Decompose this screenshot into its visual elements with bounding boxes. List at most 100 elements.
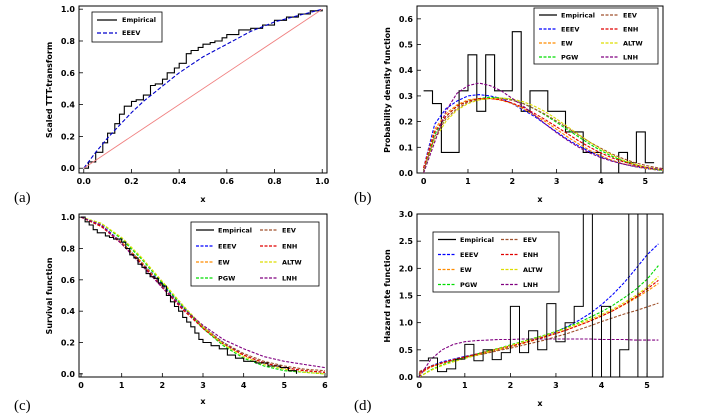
y-tick-label: 0.0 — [61, 370, 76, 379]
x-tick-label: 0.0 — [77, 177, 92, 186]
x-tick-label: 4 — [599, 381, 605, 390]
x-tick-label: 5 — [644, 381, 650, 390]
legend-label-pgw: PGW — [561, 54, 578, 62]
x-tick-label: 0.2 — [124, 177, 138, 186]
y-tick-label: 0.2 — [61, 132, 75, 141]
y-tick-label: 3.0 — [399, 210, 414, 219]
panel-d-plot — [418, 214, 659, 377]
legend-label-ew: EW — [218, 259, 230, 267]
legend-label-enh: ENH — [623, 26, 638, 34]
legend-label-eeev: EEEV — [561, 26, 579, 34]
x-tick-label: 3 — [200, 381, 206, 390]
panel-b-letter: (b) — [354, 190, 372, 206]
y-tick-label: 2.5 — [399, 237, 414, 246]
series-line-lnh — [80, 216, 326, 369]
y-tick-label: 0.2 — [61, 339, 75, 348]
panel-a-letter: (a) — [14, 190, 31, 206]
series-line-empirical — [419, 214, 648, 377]
x-tick-label: 0.8 — [267, 177, 282, 186]
legend-label-pgw: PGW — [218, 275, 235, 283]
x-tick-label: 0 — [78, 381, 84, 390]
panel-b-plot — [423, 31, 663, 173]
legend-label-empirical: Empirical — [122, 16, 156, 24]
panel-c-xlabel: x — [200, 397, 206, 406]
y-tick-label: 0.8 — [61, 37, 76, 46]
legend-label-eev: EEV — [523, 236, 537, 244]
y-tick-label: 0.0 — [399, 169, 414, 178]
x-tick-label: 0 — [416, 381, 422, 390]
legend-label-eev: EEV — [623, 12, 637, 20]
legend-label-enh: ENH — [523, 251, 538, 259]
legend-label-ew: EW — [460, 266, 472, 274]
panel-d-ylabel: Hazard rate function — [383, 249, 392, 343]
y-tick-label: 0.4 — [61, 307, 76, 316]
y-tick-label: 0.6 — [61, 276, 76, 285]
y-tick-label: 0.8 — [61, 244, 76, 253]
panel-b-pdf: 0 1 2 3 4 5 0.0 0.1 0.2 0.3 0.4 0.5 0.6 Empirical EEV… — [354, 5, 664, 206]
panel-a-plot — [83, 8, 323, 169]
panel-b-xlabel: x — [537, 195, 543, 204]
x-tick-label: 4 — [241, 381, 247, 390]
y-tick-label: 0.0 — [399, 373, 414, 382]
panel-a-ticks: 0.0 0.2 0.4 0.6 0.8 1.0 0.0 0.2 0.4 0.6 0.8 1.0 — [61, 5, 330, 186]
panel-c-plot — [80, 216, 326, 375]
x-tick-label: 5 — [642, 177, 648, 186]
legend-label-lnh: LNH — [623, 54, 638, 62]
series-line-eeev — [83, 8, 323, 169]
series-line-enh — [419, 279, 659, 374]
y-tick-label: 0.2 — [399, 118, 413, 127]
series-line-altw — [423, 97, 663, 173]
y-tick-label: 0.5 — [399, 41, 414, 50]
series-line-altw — [419, 276, 659, 377]
x-tick-label: 1.0 — [315, 177, 330, 186]
legend-label-ew: EW — [561, 40, 573, 48]
panel-d-legend: Empirical EEV EEEV ENH EW ALTW PGW LNH — [432, 231, 560, 293]
legend-label-altw: ALTW — [523, 266, 543, 274]
y-tick-label: 1.0 — [61, 5, 76, 14]
series-line-diagonal — [83, 8, 323, 169]
series-line-ew — [423, 97, 663, 171]
series-line-lnh — [423, 82, 663, 173]
panel-a-scaled-ttt: 0.0 0.2 0.4 0.6 0.8 1.0 0.0 0.2 0.4 0.6 0.8 1.0 Emp… — [14, 5, 330, 206]
x-tick-label: 1 — [462, 381, 468, 390]
x-tick-label: 4 — [598, 177, 604, 186]
x-tick-label: 3 — [554, 177, 560, 186]
legend-label-eeev: EEEV — [122, 29, 140, 37]
legend-label-empirical: Empirical — [218, 227, 252, 235]
panel-b-legend: Empirical EEV EEEV ENH EW ALTW PGW LNH — [533, 7, 659, 65]
legend-box — [432, 231, 560, 293]
panel-d-letter: (d) — [354, 398, 372, 414]
series-line-eev — [80, 216, 326, 372]
panel-a-ylabel: Scaled TTT-transform — [45, 42, 54, 138]
panel-d-hazard: 0 1 2 3 4 5 0.0 0.5 1.0 1.5 2.0 2.5 3.0 Empirical EEV… — [354, 210, 664, 414]
panel-a-legend: Empirical EEEV — [91, 11, 163, 43]
legend-label-enh: ENH — [282, 243, 297, 251]
legend-label-eeev: EEEV — [460, 251, 478, 259]
y-tick-label: 0.6 — [399, 15, 414, 24]
panel-b-ylabel: Probability density function — [383, 27, 392, 153]
x-tick-label: 1 — [465, 177, 471, 186]
x-tick-label: 0.6 — [220, 177, 235, 186]
panel-d-xlabel: x — [537, 399, 543, 408]
legend-label-eeev: EEEV — [218, 243, 236, 251]
legend-label-altw: ALTW — [282, 259, 302, 267]
legend-label-empirical: Empirical — [561, 12, 595, 20]
legend-label-pgw: PGW — [460, 281, 477, 289]
series-line-altw — [80, 216, 326, 375]
y-tick-label: 0.6 — [61, 69, 76, 78]
panel-b-ticks: 0 1 2 3 4 5 0.0 0.1 0.2 0.3 0.4 0.5 0.6 — [399, 15, 649, 186]
legend-label-empirical: Empirical — [460, 236, 494, 244]
panel-c-legend: Empirical EEV EEEV ENH EW ALTW PGW LNH — [190, 221, 320, 287]
legend-label-eev: EEV — [282, 227, 296, 235]
y-tick-label: 0.4 — [399, 66, 414, 75]
panel-c-letter: (c) — [14, 398, 31, 414]
series-line-lnh — [418, 338, 659, 377]
panel-c-ylabel: Survival function — [45, 257, 54, 334]
y-tick-label: 0.5 — [399, 346, 414, 355]
legend-label-lnh: LNH — [282, 275, 297, 283]
panel-d-ticks: 0 1 2 3 4 5 0.0 0.5 1.0 1.5 2.0 2.5 3.0 — [399, 210, 650, 390]
panel-a-xlabel: x — [200, 195, 206, 204]
x-tick-label: 1 — [119, 381, 125, 390]
y-tick-label: 1.0 — [399, 319, 414, 328]
series-line-empirical — [81, 216, 298, 374]
